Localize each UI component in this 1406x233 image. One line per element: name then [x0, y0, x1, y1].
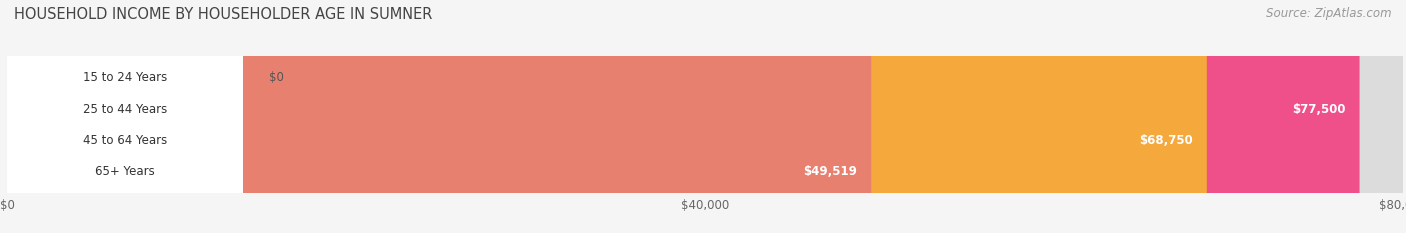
FancyBboxPatch shape	[7, 0, 243, 233]
FancyBboxPatch shape	[7, 0, 243, 233]
FancyBboxPatch shape	[7, 0, 1403, 233]
Text: 45 to 64 Years: 45 to 64 Years	[83, 134, 167, 147]
Text: $77,500: $77,500	[1292, 103, 1346, 116]
Text: HOUSEHOLD INCOME BY HOUSEHOLDER AGE IN SUMNER: HOUSEHOLD INCOME BY HOUSEHOLDER AGE IN S…	[14, 7, 433, 22]
Text: $68,750: $68,750	[1139, 134, 1192, 147]
FancyBboxPatch shape	[7, 0, 1403, 233]
FancyBboxPatch shape	[7, 0, 243, 233]
FancyBboxPatch shape	[7, 0, 1403, 233]
FancyBboxPatch shape	[7, 0, 1360, 233]
Text: Source: ZipAtlas.com: Source: ZipAtlas.com	[1267, 7, 1392, 20]
Text: 15 to 24 Years: 15 to 24 Years	[83, 71, 167, 84]
FancyBboxPatch shape	[7, 0, 243, 233]
FancyBboxPatch shape	[7, 0, 872, 233]
FancyBboxPatch shape	[7, 0, 1403, 233]
Text: 25 to 44 Years: 25 to 44 Years	[83, 103, 167, 116]
Text: $49,519: $49,519	[803, 165, 858, 178]
FancyBboxPatch shape	[7, 0, 1206, 233]
FancyBboxPatch shape	[7, 0, 160, 233]
Text: $0: $0	[269, 71, 284, 84]
Text: 65+ Years: 65+ Years	[96, 165, 155, 178]
